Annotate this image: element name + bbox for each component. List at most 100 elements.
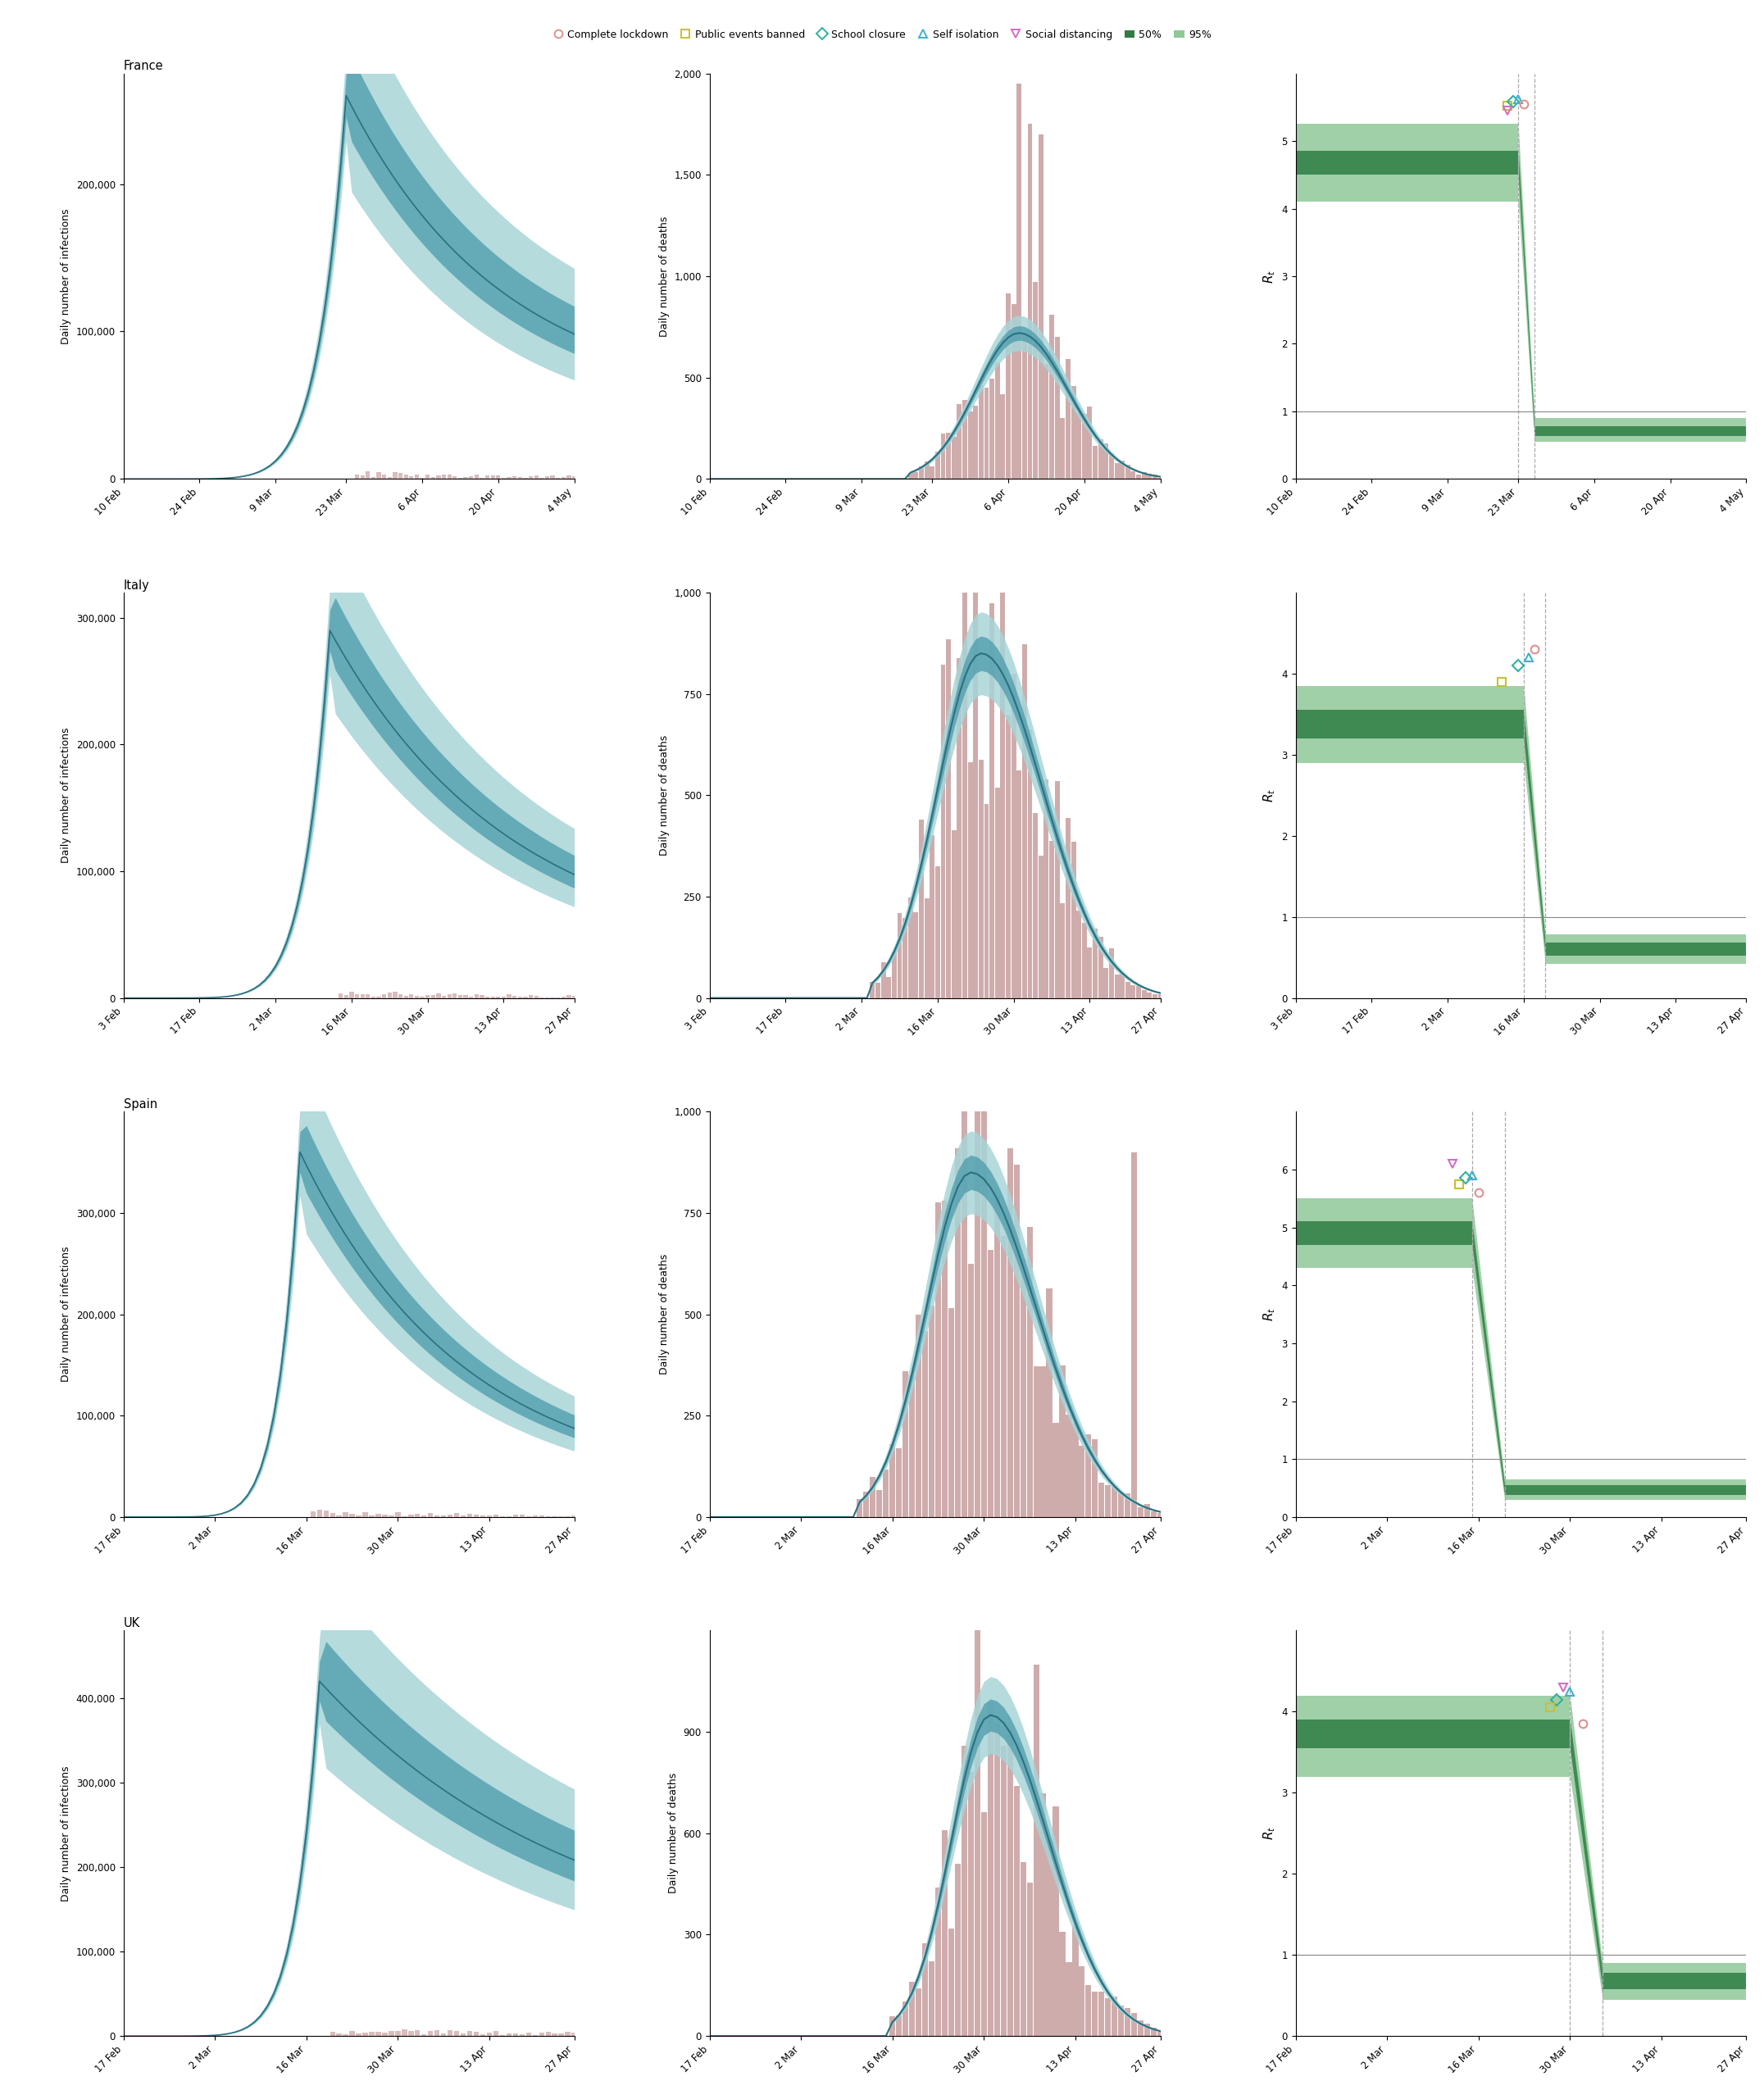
Bar <box>974 592 977 997</box>
Bar <box>1039 1795 1046 2036</box>
Bar <box>924 462 930 479</box>
Bar <box>979 760 984 997</box>
Bar <box>1150 1511 1157 1518</box>
Bar <box>949 1308 954 1518</box>
Bar <box>1060 1366 1065 1518</box>
Bar <box>1065 819 1071 997</box>
Bar <box>1053 1423 1058 1518</box>
Bar <box>870 1476 875 1518</box>
Bar <box>475 2032 478 2036</box>
Bar <box>1021 334 1027 479</box>
Bar <box>487 2032 492 2036</box>
Bar <box>494 1513 499 1518</box>
Bar <box>1085 1986 1092 2036</box>
Bar <box>404 995 407 997</box>
Bar <box>383 1513 388 1518</box>
Bar <box>513 1515 519 1518</box>
Bar <box>968 1772 974 2036</box>
Bar <box>1076 911 1081 997</box>
Bar <box>1131 2013 1138 2036</box>
Bar <box>949 1929 954 2036</box>
Bar <box>896 2015 901 2036</box>
Y-axis label: Daily number of infections: Daily number of infections <box>60 728 72 863</box>
Bar <box>1016 84 1021 479</box>
Bar <box>935 1887 942 2036</box>
Bar <box>376 472 381 479</box>
Bar <box>990 378 995 479</box>
Bar <box>1125 1492 1131 1518</box>
Bar <box>1000 395 1005 479</box>
Bar <box>1020 1259 1027 1518</box>
Bar <box>1152 474 1157 479</box>
Bar <box>1157 995 1162 997</box>
Bar <box>409 995 413 997</box>
Bar <box>448 1515 453 1518</box>
Bar <box>961 1746 967 2036</box>
Y-axis label: Daily number of infections: Daily number of infections <box>60 1247 72 1381</box>
Bar <box>935 867 940 997</box>
Bar <box>1055 781 1060 997</box>
Bar <box>572 2032 577 2036</box>
Bar <box>935 451 940 479</box>
Bar <box>388 2032 393 2036</box>
Bar <box>935 1203 942 1518</box>
Bar <box>1021 644 1027 997</box>
Bar <box>877 1490 882 1518</box>
Bar <box>1092 1992 1097 2036</box>
Bar <box>1020 1862 1027 2036</box>
Bar <box>415 2030 420 2036</box>
Bar <box>356 2034 362 2036</box>
Bar <box>968 411 972 479</box>
Bar <box>903 917 907 997</box>
Bar <box>974 1631 981 2036</box>
Bar <box>1150 2028 1157 2036</box>
Bar <box>1039 856 1043 997</box>
Bar <box>1104 443 1108 479</box>
Bar <box>344 995 348 997</box>
Bar <box>884 1469 889 1518</box>
Bar <box>1131 987 1136 997</box>
Text: France: France <box>123 61 164 73</box>
Bar <box>399 995 402 997</box>
Bar <box>349 1513 355 1518</box>
Bar <box>974 1112 981 1518</box>
Bar <box>383 474 386 479</box>
Bar <box>360 995 365 997</box>
Bar <box>506 2034 512 2036</box>
Bar <box>1104 1484 1111 1518</box>
Bar <box>1005 716 1011 997</box>
Bar <box>550 476 554 479</box>
Bar <box>940 665 946 997</box>
Bar <box>519 1515 524 1518</box>
Bar <box>526 2034 531 2036</box>
Bar <box>480 2034 485 2036</box>
Bar <box>1111 1996 1118 2036</box>
Bar <box>1044 779 1050 997</box>
Bar <box>1087 407 1092 479</box>
Bar <box>460 2034 466 2036</box>
Bar <box>441 2034 446 2036</box>
Bar <box>1000 1236 1007 1518</box>
Bar <box>1118 1492 1124 1518</box>
Bar <box>889 2015 896 2036</box>
Bar <box>1081 414 1087 479</box>
Bar <box>1104 1998 1111 2036</box>
Bar <box>1046 1841 1051 2036</box>
Bar <box>545 2032 550 2036</box>
Bar <box>916 1314 921 1518</box>
Bar <box>1034 1366 1039 1518</box>
Bar <box>1044 363 1050 479</box>
Bar <box>908 472 914 479</box>
Bar <box>330 1513 335 1518</box>
Bar <box>1071 386 1076 479</box>
Bar <box>441 474 446 479</box>
Bar <box>409 476 413 479</box>
Bar <box>1027 1883 1032 2036</box>
Bar <box>1115 462 1120 479</box>
Bar <box>534 995 538 997</box>
Bar <box>1145 2023 1150 2036</box>
Bar <box>1027 730 1032 997</box>
Bar <box>1027 1228 1032 1518</box>
Bar <box>534 474 538 479</box>
Y-axis label: Daily number of infections: Daily number of infections <box>60 208 72 344</box>
